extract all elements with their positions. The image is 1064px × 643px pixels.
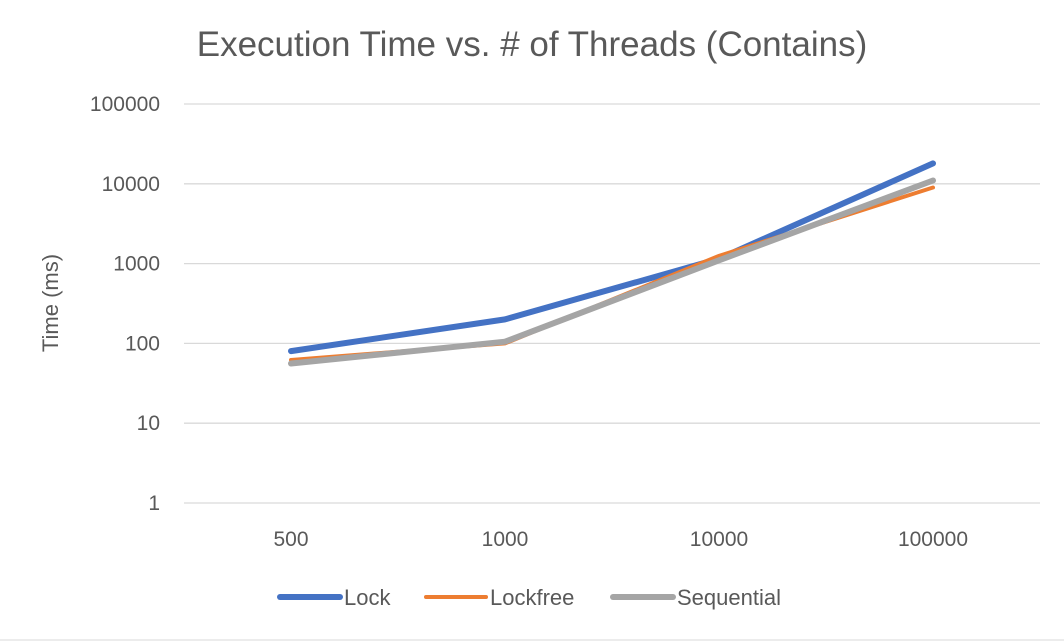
x-tick-label: 500	[273, 528, 308, 551]
x-tick-label: 100000	[898, 528, 968, 551]
x-axis-ticks: 500 1000 10000 100000	[273, 528, 968, 551]
legend-item-lockfree[interactable]: Lockfree	[424, 585, 574, 610]
y-axis-title: Time (ms)	[38, 254, 63, 352]
legend-item-sequential[interactable]: Sequential	[610, 585, 781, 610]
series-line-sequential	[288, 177, 936, 367]
y-tick-label: 1	[148, 492, 160, 515]
legend-label: Sequential	[677, 585, 781, 610]
legend-label: Lockfree	[490, 585, 574, 610]
y-tick-label: 100000	[90, 93, 160, 116]
y-axis-ticks: 1 10 100 1000 10000 100000	[90, 93, 160, 515]
legend[interactable]: Lock Lockfree Sequential	[277, 585, 781, 610]
legend-item-lock[interactable]: Lock	[277, 585, 391, 610]
y-tick-label: 100	[125, 332, 160, 355]
y-tick-label: 10	[137, 412, 160, 435]
series-lines	[288, 160, 936, 367]
series-line-lock	[288, 160, 936, 355]
x-tick-label: 1000	[482, 528, 529, 551]
x-tick-label: 10000	[690, 528, 748, 551]
legend-label: Lock	[344, 585, 391, 610]
chart-title: Execution Time vs. # of Threads (Contain…	[197, 25, 868, 64]
y-tick-label: 1000	[113, 253, 160, 276]
y-tick-label: 10000	[102, 173, 160, 196]
